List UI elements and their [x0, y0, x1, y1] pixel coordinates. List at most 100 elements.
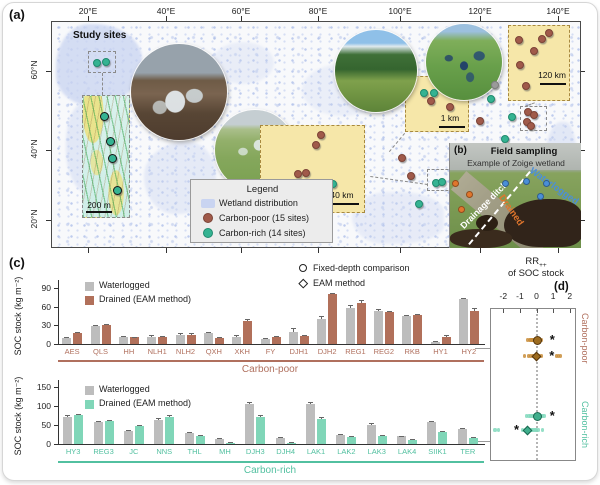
site-dot-poor: [302, 169, 310, 177]
error-bar-cap: [289, 442, 294, 443]
bar-waterlogged: [276, 438, 285, 444]
bar-drained: [470, 311, 479, 344]
y-tick-label: 0: [28, 339, 51, 349]
bar-drained: [130, 337, 139, 344]
group-label: Carbon-rich: [220, 465, 320, 476]
bar-drained: [165, 417, 174, 444]
map-legend-poor-label: Carbon-poor (15 sites): [219, 213, 309, 223]
error-bar-cap: [187, 432, 192, 433]
error-bar-cap: [460, 428, 465, 429]
y-tick-label: 60: [28, 302, 51, 312]
site-dot-poor: [530, 111, 538, 119]
rr-plot-box: [490, 308, 576, 461]
bar-waterlogged: [62, 338, 71, 344]
lat-tick-mark: [581, 71, 585, 72]
y-axis-label-bottom: SOC stock (kg m⁻²): [13, 361, 27, 471]
error-bar-cap: [415, 314, 420, 315]
rr-point: [541, 428, 544, 431]
category-label: REG3: [89, 447, 119, 456]
legend-swatch-waterlogged-top: [85, 282, 94, 291]
bar-drained: [357, 303, 366, 344]
bar-drained: [442, 337, 451, 344]
bar-drained: [196, 436, 205, 444]
category-label: FY: [256, 347, 286, 356]
bar-drained: [438, 432, 447, 444]
bar-waterlogged: [147, 337, 156, 344]
site-dot-poor: [427, 97, 435, 105]
error-bar-cap: [217, 337, 222, 338]
error-bar-cap: [274, 336, 279, 337]
group-underline: [58, 360, 484, 362]
error-bar-cap: [472, 308, 477, 309]
error-bar-cap: [107, 420, 112, 421]
bar-waterlogged: [397, 436, 406, 444]
rr-mean-circle: [533, 336, 542, 345]
bar-waterlogged: [289, 332, 298, 344]
bar-waterlogged: [204, 333, 213, 344]
y-tick-mark: [54, 325, 58, 326]
site-dot-rich: [508, 113, 516, 121]
site-dot-poor: [294, 170, 302, 178]
error-bar-cap: [247, 402, 252, 403]
y-tick-label: 150: [28, 382, 51, 392]
category-label: THL: [180, 447, 210, 456]
error-bar-cap: [104, 324, 109, 325]
category-label: LAK1: [301, 447, 331, 456]
bar-waterlogged: [306, 404, 315, 444]
rr-point: [542, 414, 545, 417]
rr-point: [537, 428, 540, 431]
significance-star: *: [512, 422, 522, 437]
bar-waterlogged: [459, 299, 468, 344]
error-bar-cap: [245, 319, 250, 320]
error-bar-cap: [75, 332, 80, 333]
lon-tick-mark: [88, 248, 89, 253]
lon-tick-label: 100°E: [384, 6, 416, 16]
error-bar-cap: [258, 415, 263, 416]
category-label: QXH: [199, 347, 229, 356]
bar-drained: [187, 335, 196, 344]
y-tick-mark: [54, 307, 58, 308]
y-tick-mark: [54, 344, 58, 345]
bar-drained: [74, 415, 83, 444]
site-dot-rich: [501, 135, 509, 143]
lon-tick-mark: [318, 248, 319, 253]
lon-tick-label: 60°E: [225, 6, 257, 16]
legend-waterlogged-top: Waterlogged: [99, 280, 150, 290]
legend-eam: EAM method: [313, 278, 365, 288]
error-bar-cap: [291, 328, 296, 329]
error-bar-cap: [178, 333, 183, 334]
error-bar-cap: [461, 298, 466, 299]
rr-title-main: RR: [525, 256, 539, 267]
category-label: HH: [114, 347, 144, 356]
error-bar-cap: [263, 338, 268, 339]
bar-drained: [73, 333, 82, 344]
drained-sample-dot: [466, 191, 473, 198]
category-label: LAK3: [362, 447, 392, 456]
error-bar-cap: [121, 336, 126, 337]
site-dot-rich: [106, 137, 115, 146]
map-legend: Legend Wetland distribution Carbon-poor …: [190, 179, 333, 243]
category-label: NLH1: [142, 347, 172, 356]
category-label: LAK4: [392, 447, 422, 456]
category-label: MH: [210, 447, 240, 456]
category-label: HY3: [58, 447, 88, 456]
scale-label-1km: 1 km: [434, 113, 466, 123]
rr-x-tick-mark: [503, 309, 504, 313]
error-bar-cap: [149, 335, 154, 336]
site-dot-rich: [108, 154, 117, 163]
error-bar-cap: [433, 341, 438, 342]
error-bar-cap: [156, 418, 161, 419]
y-tick-label: 90: [28, 283, 51, 293]
y-tick-label: 100: [28, 401, 51, 411]
site-dot-poor: [522, 82, 530, 90]
legend-waterlogged-bottom: Waterlogged: [99, 384, 150, 394]
bar-drained: [347, 437, 356, 444]
lat-tick-mark: [581, 150, 585, 151]
lon-tick-label: 140°E: [542, 6, 574, 16]
error-bar-cap: [160, 336, 165, 337]
bar-waterlogged: [402, 316, 411, 344]
significance-star: *: [547, 408, 557, 423]
rr-point: [559, 354, 562, 357]
site-dot-rich: [487, 95, 495, 103]
